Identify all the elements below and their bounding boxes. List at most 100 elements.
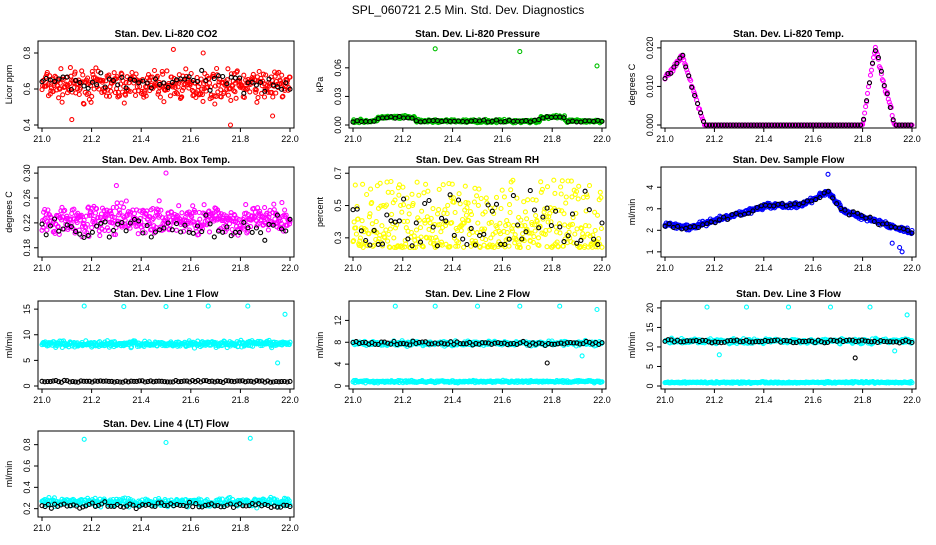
data-point bbox=[276, 361, 280, 365]
data-point bbox=[397, 193, 401, 197]
data-point bbox=[868, 305, 872, 309]
y-tick-label: 0.06 bbox=[333, 59, 343, 77]
data-point bbox=[526, 246, 530, 250]
data-point bbox=[153, 69, 157, 73]
x-tick-label: 21.8 bbox=[232, 395, 250, 405]
data-point bbox=[61, 93, 65, 97]
panel-title: Stan. Dev. Li-820 Pressure bbox=[415, 29, 540, 40]
panel-title: Stan. Dev. Amb. Box Temp. bbox=[102, 155, 230, 166]
data-point bbox=[457, 198, 461, 202]
data-point bbox=[215, 67, 219, 71]
data-point bbox=[77, 93, 81, 97]
data-point bbox=[500, 188, 504, 192]
panel-title: Stan. Dev. Line 2 Flow bbox=[425, 289, 530, 300]
data-point bbox=[384, 228, 388, 232]
data-point bbox=[868, 81, 872, 85]
data-point bbox=[559, 185, 563, 189]
data-point bbox=[475, 194, 479, 198]
y-tick-label: 15 bbox=[645, 322, 655, 332]
data-point bbox=[559, 192, 563, 196]
data-point bbox=[274, 91, 278, 95]
data-point bbox=[507, 244, 511, 248]
x-tick-label: 21.8 bbox=[543, 134, 561, 144]
data-point bbox=[477, 187, 481, 191]
data-point bbox=[397, 219, 401, 223]
x-tick-label: 22.0 bbox=[593, 134, 611, 144]
data-point bbox=[473, 186, 477, 190]
data-point bbox=[436, 212, 440, 216]
data-point bbox=[452, 233, 456, 237]
x-tick-label: 21.6 bbox=[804, 263, 822, 273]
data-point bbox=[226, 67, 230, 71]
data-point bbox=[165, 69, 169, 73]
data-point bbox=[388, 227, 392, 231]
x-tick-label: 21.4 bbox=[132, 134, 150, 144]
y-tick-label: 10 bbox=[22, 330, 32, 340]
y-tick-label: 15 bbox=[22, 304, 32, 314]
x-tick-label: 21.8 bbox=[232, 523, 250, 533]
data-point bbox=[898, 246, 902, 250]
data-point bbox=[386, 239, 390, 243]
y-tick-label: 12 bbox=[333, 315, 343, 325]
data-point bbox=[577, 184, 581, 188]
y-tick-label: 0.020 bbox=[645, 37, 655, 60]
data-point bbox=[221, 75, 225, 79]
x-tick-label: 21.2 bbox=[394, 134, 412, 144]
y-tick-label: 20 bbox=[645, 303, 655, 313]
data-point bbox=[863, 111, 867, 115]
x-tick-label: 21.2 bbox=[706, 134, 724, 144]
x-tick-label: 21.0 bbox=[33, 263, 51, 273]
x-tick-label: 21.2 bbox=[83, 523, 101, 533]
data-point bbox=[552, 178, 556, 182]
data-point bbox=[598, 190, 602, 194]
data-point bbox=[427, 199, 431, 203]
data-point bbox=[226, 93, 230, 97]
data-point bbox=[60, 100, 64, 104]
data-point bbox=[107, 235, 111, 239]
x-tick-label: 21.4 bbox=[132, 395, 150, 405]
series-primary bbox=[663, 172, 914, 254]
y-tick-label: 0.00 bbox=[333, 116, 343, 134]
data-point bbox=[354, 232, 358, 236]
x-tick-label: 21.4 bbox=[755, 134, 773, 144]
data-point bbox=[365, 193, 369, 197]
y-tick-label: 0.7 bbox=[333, 167, 343, 180]
data-point bbox=[353, 183, 357, 187]
data-point bbox=[463, 184, 467, 188]
data-point bbox=[476, 221, 480, 225]
data-point bbox=[595, 64, 599, 68]
data-point bbox=[407, 205, 411, 209]
data-point bbox=[389, 180, 393, 184]
y-tick-label: 0.4 bbox=[22, 481, 32, 494]
y-tick-label: 0.010 bbox=[645, 75, 655, 98]
panel-title: Stan. Dev. Li-820 Temp. bbox=[733, 29, 844, 40]
data-point bbox=[385, 180, 389, 184]
data-point bbox=[528, 189, 532, 193]
data-point bbox=[522, 200, 526, 204]
panel-rh: Stan. Dev. Gas Stream RHpercent0.30.50.7… bbox=[315, 155, 611, 273]
x-tick-label: 21.8 bbox=[854, 395, 872, 405]
x-tick-label: 21.2 bbox=[83, 395, 101, 405]
data-point bbox=[410, 192, 414, 196]
data-point bbox=[419, 226, 423, 230]
data-point bbox=[890, 241, 894, 245]
data-point bbox=[596, 213, 600, 217]
data-point bbox=[86, 86, 90, 90]
data-point bbox=[511, 194, 515, 198]
data-point bbox=[272, 202, 276, 206]
x-tick-label: 21.0 bbox=[33, 134, 51, 144]
data-point bbox=[472, 200, 476, 204]
data-point bbox=[588, 184, 592, 188]
data-point bbox=[119, 201, 123, 205]
y-tick-label: 0.2 bbox=[22, 502, 32, 515]
y-tick-label: 0.3 bbox=[333, 232, 343, 245]
data-point bbox=[426, 189, 430, 193]
data-point bbox=[234, 96, 238, 100]
x-tick-label: 21.2 bbox=[83, 263, 101, 273]
data-point bbox=[369, 187, 373, 191]
data-point bbox=[564, 201, 568, 205]
data-point bbox=[461, 237, 465, 241]
data-point bbox=[242, 73, 246, 77]
data-point bbox=[457, 192, 461, 196]
